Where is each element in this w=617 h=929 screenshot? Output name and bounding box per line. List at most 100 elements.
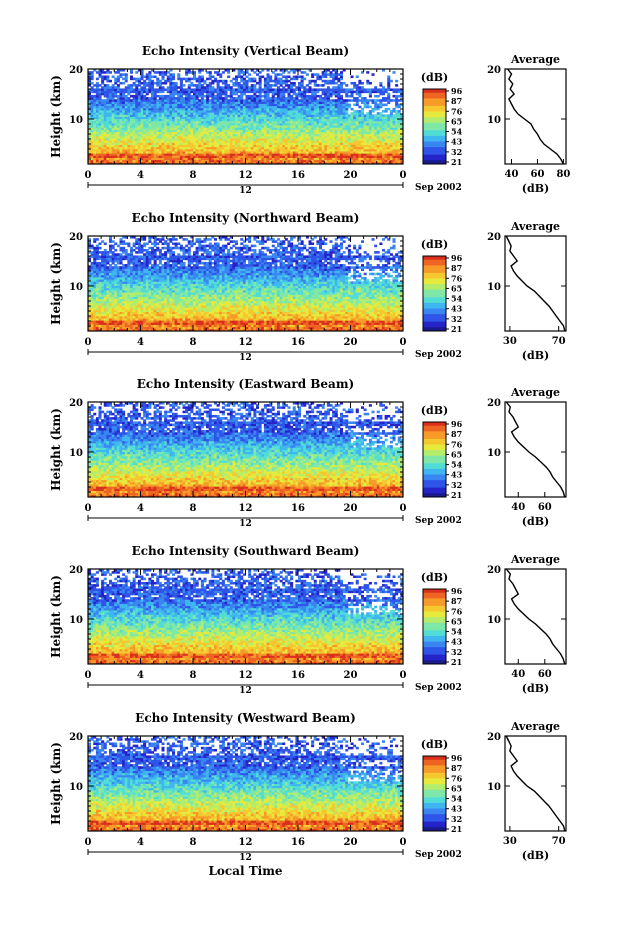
heatmap-cell	[256, 148, 260, 152]
heatmap-cell	[384, 120, 388, 124]
heatmap-cell	[290, 118, 294, 122]
heatmap-cell	[353, 159, 357, 163]
heatmap-cell	[316, 107, 320, 111]
heatmap-cell	[187, 148, 191, 152]
heatmap-cell	[122, 88, 126, 91]
heatmap-cell	[232, 140, 236, 143]
heatmap-cell	[269, 105, 273, 109]
heatmap-cell	[334, 131, 338, 135]
heatmap-cell	[366, 155, 370, 158]
heatmap-cell	[392, 144, 396, 148]
heatmap-cell	[242, 120, 246, 124]
heatmap-cell	[245, 161, 249, 165]
heatmap-cell	[166, 116, 170, 120]
heatmap-cell	[337, 73, 341, 76]
heatmap-cell	[90, 161, 94, 165]
heatmap-cell	[308, 79, 312, 83]
heatmap-cell	[95, 159, 99, 163]
heatmap-cell	[248, 103, 252, 107]
heatmap-cell	[179, 103, 183, 107]
heatmap-cell	[240, 142, 244, 145]
heatmap-cell	[389, 135, 393, 139]
heatmap-cell	[195, 153, 199, 156]
heatmap-cell	[384, 146, 388, 150]
heatmap-cell	[203, 112, 207, 115]
heatmap-cell	[358, 161, 362, 165]
heatmap-cell	[379, 81, 383, 85]
heatmap-cell	[240, 107, 244, 111]
heatmap-cell	[161, 122, 165, 126]
heatmap-cell	[400, 144, 404, 148]
heatmap-cell	[116, 107, 120, 111]
heatmap-cell	[187, 105, 191, 109]
heatmap-cell	[224, 92, 228, 96]
heatmap-cell	[127, 84, 131, 87]
heatmap-cell	[311, 97, 315, 100]
heatmap-cell	[95, 94, 99, 98]
heatmap-cell	[274, 118, 278, 122]
heatmap-cell	[387, 99, 391, 102]
heatmap-cell	[376, 88, 380, 91]
heatmap-cell	[263, 114, 267, 117]
heatmap-cell	[256, 118, 260, 122]
heatmap-cell	[161, 151, 165, 154]
heatmap-cell	[148, 125, 152, 128]
heatmap-cell	[140, 142, 144, 145]
heatmap-cell	[321, 142, 325, 145]
heatmap-cell	[245, 94, 249, 98]
heatmap-cell	[321, 151, 325, 154]
heatmap-cell	[145, 142, 149, 145]
heatmap-cell	[340, 157, 344, 161]
heatmap-cell	[266, 153, 270, 156]
heatmap-cell	[363, 90, 367, 94]
heatmap-cell	[303, 71, 307, 74]
heatmap-cell	[290, 153, 294, 156]
heatmap-cell	[300, 92, 304, 96]
heatmap-cell	[206, 127, 210, 130]
heatmap-cell	[261, 140, 265, 143]
heatmap-cell	[219, 101, 223, 104]
heatmap-cell	[363, 101, 367, 104]
heatmap-cell	[116, 127, 120, 130]
heatmap-cell	[371, 146, 375, 150]
heatmap-cell	[395, 114, 399, 117]
heatmap-cell	[387, 75, 391, 79]
heatmap-cell	[332, 131, 336, 135]
heatmap-cell	[253, 127, 257, 130]
heatmap-cell	[358, 148, 362, 152]
heatmap-cell	[174, 146, 178, 150]
heatmap-cell	[277, 155, 281, 158]
heatmap-cell	[240, 114, 244, 117]
heatmap-cell	[305, 135, 309, 139]
heatmap-cell	[153, 120, 157, 124]
heatmap-cell	[256, 129, 260, 133]
heatmap-cell	[193, 116, 197, 120]
heatmap-cell	[324, 94, 328, 98]
heatmap-cell	[124, 153, 128, 156]
heatmap-cell	[177, 151, 181, 154]
heatmap-cell	[151, 161, 155, 165]
heatmap-cell	[374, 107, 378, 111]
heatmap-cell	[203, 127, 207, 130]
heatmap-cell	[198, 125, 202, 128]
heatmap-cell	[172, 84, 176, 87]
heatmap-cell	[284, 129, 288, 133]
heatmap-cell	[164, 101, 168, 104]
heatmap-cell	[109, 110, 113, 113]
heatmap-cell	[227, 148, 231, 152]
heatmap-cell	[211, 79, 215, 83]
heatmap-cell	[284, 144, 288, 148]
heatmap-cell	[211, 110, 215, 113]
heatmap-cell	[208, 118, 212, 122]
heatmap-cell	[261, 159, 265, 163]
heatmap-cell	[116, 101, 120, 104]
heatmap-cell	[214, 127, 218, 130]
heatmap-cell	[240, 157, 244, 161]
heatmap-cell	[334, 129, 338, 133]
heatmap-cell	[211, 161, 215, 165]
heatmap-cell	[195, 110, 199, 113]
heatmap-cell	[127, 92, 131, 96]
heatmap-cell	[135, 84, 139, 87]
heatmap-cell	[379, 148, 383, 152]
heatmap-cell	[253, 129, 257, 133]
